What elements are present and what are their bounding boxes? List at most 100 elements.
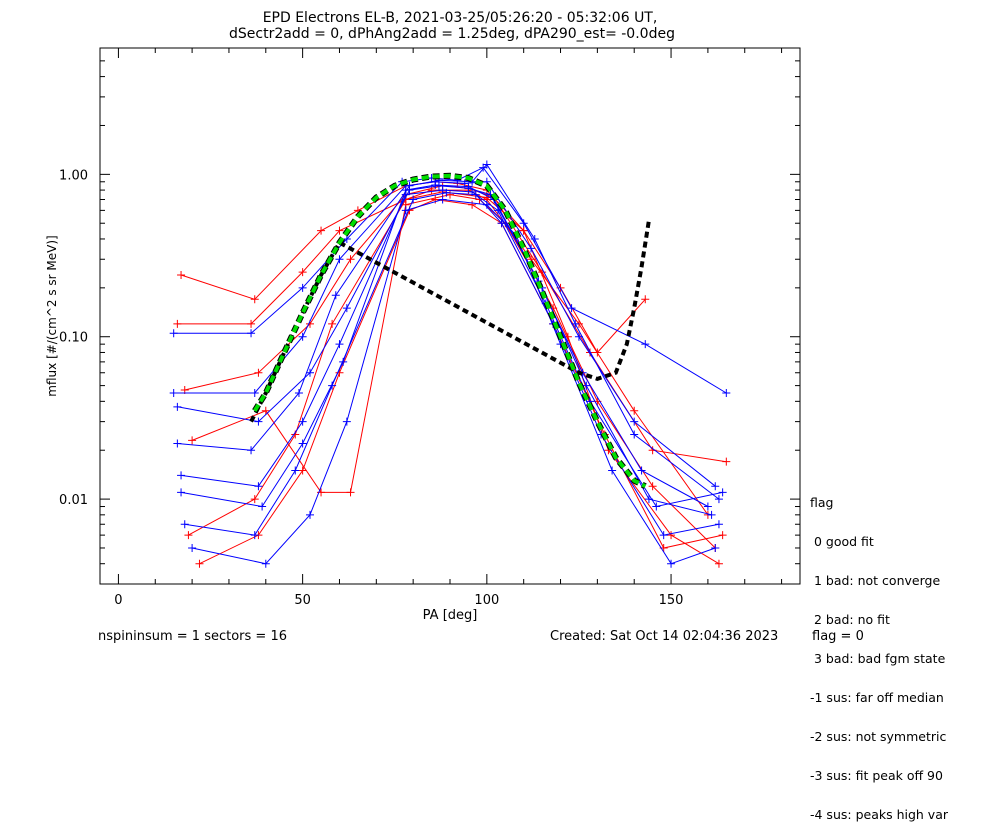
legend-item: 0 good fit — [810, 534, 874, 549]
x-axis-label: PA [deg] — [423, 608, 478, 623]
data-point — [667, 559, 676, 568]
data-point — [298, 466, 307, 475]
data-point — [195, 559, 204, 568]
data-point — [442, 188, 451, 197]
data-point — [714, 559, 723, 568]
data-point — [188, 543, 197, 552]
series-line — [181, 184, 712, 516]
legend-item: 3 bad: bad fgm state — [810, 651, 946, 666]
data-point — [250, 495, 259, 504]
data-point — [630, 417, 639, 426]
data-point — [294, 389, 303, 398]
data-point — [250, 389, 259, 398]
data-point — [258, 502, 267, 511]
data-point — [519, 226, 528, 235]
footer-flag: flag = 0 — [812, 629, 864, 644]
data-point — [254, 417, 263, 426]
data-point — [648, 482, 657, 491]
data-point — [250, 295, 259, 304]
series-line — [191, 194, 716, 549]
data-point — [659, 531, 668, 540]
series-line — [181, 189, 723, 508]
data-point — [401, 186, 410, 195]
data-point — [342, 234, 351, 243]
data-point — [261, 559, 270, 568]
data-point — [298, 332, 307, 341]
data-point — [177, 471, 186, 480]
data-point — [427, 186, 436, 195]
series-line — [173, 181, 716, 487]
axes-layer: 0 50 100 150 0.01 0.10 1.00 — [59, 47, 800, 608]
legend-item: -1 sus: far off median — [810, 690, 944, 705]
footer-left: nspininsum = 1 sectors = 16 — [98, 629, 287, 644]
legend-item: -3 sus: fit peak off 90 — [810, 768, 943, 783]
data-point — [298, 268, 307, 277]
data-point — [641, 295, 650, 304]
data-point — [608, 466, 617, 475]
data-point — [173, 439, 182, 448]
legend-item: -2 sus: not symmetric — [810, 729, 947, 744]
data-point — [180, 520, 189, 529]
data-point — [188, 436, 197, 445]
data-point — [306, 510, 314, 519]
footer-created: Created: Sat Oct 14 02:04:36 2023 — [550, 629, 778, 644]
chart-title: EPD Electrons EL-B, 2021-03-25/05:26:20 … — [263, 10, 658, 26]
data-point — [247, 319, 256, 328]
data-point — [711, 543, 720, 552]
data-point — [342, 417, 351, 426]
data-point — [335, 340, 344, 349]
fit-curve — [253, 173, 647, 488]
legend-item: 1 bad: not converge — [810, 573, 941, 588]
data-point — [169, 329, 178, 338]
series-line — [173, 166, 727, 394]
model-curve — [249, 220, 651, 423]
x-tick-label: 100 — [474, 593, 499, 608]
data-point — [530, 234, 539, 243]
legend-item: 2 bad: no fit — [810, 612, 890, 627]
data-point — [482, 200, 491, 209]
data-point — [711, 482, 720, 491]
data-point — [247, 329, 256, 338]
y-axis-label: mflux [#/(cm^2 s sr MeV)] — [45, 235, 59, 396]
data-point — [722, 389, 731, 398]
data-point — [464, 182, 473, 191]
data-point — [331, 291, 340, 300]
flag-legend: flag 0 good fit 1 bad: not converge 2 ba… — [810, 470, 948, 834]
data-point — [169, 389, 178, 398]
data-point — [339, 357, 348, 366]
data-point — [722, 457, 731, 466]
y-tick-label: 0.01 — [59, 493, 88, 508]
series-line — [184, 185, 727, 463]
series-line — [184, 192, 719, 536]
x-tick-label: 0 — [114, 593, 122, 608]
data-point — [582, 381, 591, 390]
series-line — [177, 163, 720, 500]
data-point — [482, 160, 491, 169]
data-point — [667, 531, 676, 540]
data-point — [401, 206, 410, 215]
chart-subtitle: dSectr2add = 0, dPhAng2add = 1.25deg, dP… — [229, 26, 675, 42]
data-point — [342, 304, 351, 313]
data-layer — [169, 160, 731, 568]
data-point — [173, 402, 182, 411]
data-point — [177, 270, 186, 279]
x-tick-label: 50 — [294, 593, 311, 608]
legend-title: flag — [810, 495, 834, 510]
x-tick-label: 150 — [659, 593, 684, 608]
series-line — [177, 189, 709, 516]
data-point — [707, 510, 716, 519]
data-point — [571, 319, 580, 328]
y-tick-label: 1.00 — [59, 168, 88, 183]
data-point — [637, 466, 646, 475]
data-point — [409, 195, 418, 204]
data-point — [298, 283, 307, 292]
data-point — [261, 406, 270, 415]
y-tick-label: 0.10 — [59, 331, 88, 346]
data-point — [298, 417, 307, 426]
plot-frame — [99, 47, 801, 585]
data-point — [306, 368, 314, 377]
data-point — [641, 340, 650, 349]
fit-curve-outline — [252, 172, 647, 489]
data-point — [644, 495, 653, 504]
data-point — [184, 531, 193, 540]
